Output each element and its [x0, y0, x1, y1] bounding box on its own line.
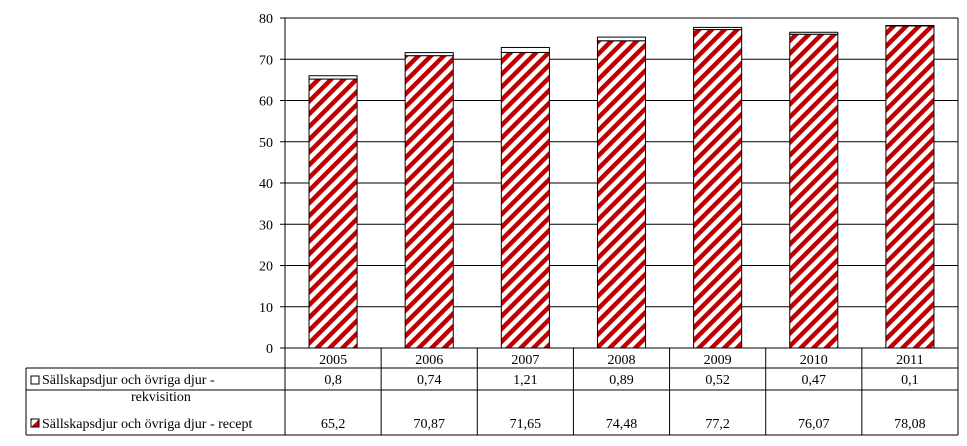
- y-tick-label: 80: [259, 12, 273, 27]
- value-rekvisition: 0,47: [802, 373, 827, 388]
- y-tick-label: 50: [259, 136, 273, 151]
- value-recept: 65,2: [321, 417, 346, 432]
- value-rekvisition: 1,21: [513, 373, 538, 388]
- bar-recept: [789, 33, 839, 349]
- value-rekvisition: 0,89: [609, 373, 634, 388]
- category-label: 2010: [800, 353, 828, 368]
- data-table: 2005 2006 2007 2008 2009 2010 2011 Sällskapsdju…: [25, 347, 959, 436]
- value-recept: 74,48: [606, 417, 638, 432]
- legend-key-rekvisition: [30, 375, 40, 385]
- category-label: 2006: [415, 353, 443, 368]
- bar-recept: [500, 51, 550, 349]
- category-label: 2008: [608, 353, 636, 368]
- y-tick-label: 0: [266, 342, 273, 357]
- bars: [308, 25, 935, 349]
- y-tick-label: 30: [259, 218, 273, 233]
- value-recept: 70,87: [413, 417, 445, 432]
- value-rekvisition: 0,74: [417, 373, 442, 388]
- category-label: 2005: [319, 353, 347, 368]
- bar-rekvisition: [308, 75, 358, 80]
- category-label: 2009: [704, 353, 732, 368]
- bar-rekvisition: [404, 52, 454, 57]
- legend-label-recept: Sällskapsdjur och övriga djur - recept: [42, 417, 252, 432]
- bar-recept: [308, 78, 358, 349]
- y-tick-label: 70: [259, 53, 273, 68]
- bar-recept: [693, 29, 743, 349]
- bar-rekvisition: [789, 31, 839, 35]
- legend-key-recept: [30, 418, 40, 428]
- axes: 0 10 20 30 40 50 60 70 80: [259, 12, 959, 357]
- bar-rekvisition: [500, 46, 550, 53]
- value-rekvisition: 0,1: [901, 373, 919, 388]
- value-recept: 78,08: [894, 417, 926, 432]
- y-tick-label: 20: [259, 260, 273, 275]
- value-recept: 77,2: [705, 417, 730, 432]
- category-label: 2011: [896, 353, 923, 368]
- y-tick-label: 60: [259, 95, 273, 110]
- value-recept: 76,07: [798, 417, 830, 432]
- bar-rekvisition: [596, 36, 647, 42]
- bar-recept: [885, 25, 935, 349]
- y-tick-label: 10: [259, 301, 273, 316]
- category-label: 2007: [511, 353, 539, 368]
- bar-rekvisition: [693, 26, 743, 31]
- bar-rekvisition: [885, 25, 935, 27]
- legend-label-rekvisition: Sällskapsdjur och övriga djur -rekvisiti…: [42, 373, 215, 405]
- value-rekvisition: 0,52: [705, 373, 730, 388]
- value-recept: 71,65: [510, 417, 542, 432]
- bar-recept: [404, 55, 454, 349]
- value-rekvisition: 0,8: [324, 373, 342, 388]
- y-tick-label: 40: [259, 177, 273, 192]
- bar-recept: [596, 40, 647, 349]
